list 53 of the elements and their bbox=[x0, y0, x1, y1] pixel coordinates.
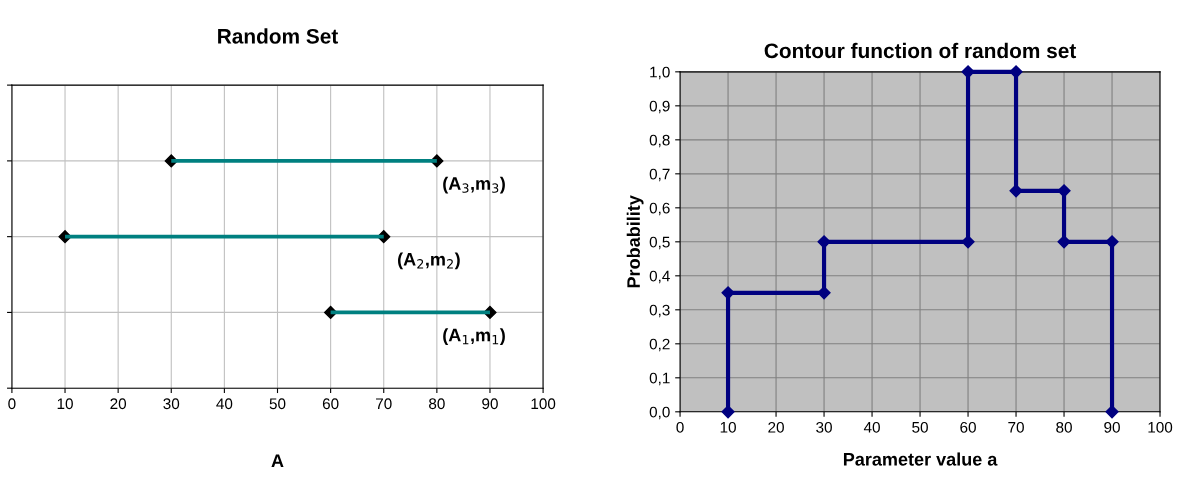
point bbox=[1057, 184, 1071, 198]
y-tick-label: 0,4 bbox=[649, 270, 670, 284]
x-tick-label: 60 bbox=[960, 421, 976, 433]
x-tick-label: 40 bbox=[863, 421, 880, 433]
point bbox=[1105, 235, 1119, 249]
x-tick-label: 20 bbox=[768, 421, 784, 433]
y-axis-title: Probability bbox=[626, 195, 644, 288]
point bbox=[1057, 235, 1071, 249]
x-tick-label: 10 bbox=[720, 421, 736, 433]
point bbox=[817, 286, 831, 300]
x-tick-label: 60 bbox=[322, 398, 339, 410]
x-axis-title: Parameter value a bbox=[843, 452, 998, 466]
y-tick-label: 0,6 bbox=[649, 202, 670, 216]
y-tick-label: 0,8 bbox=[649, 134, 670, 148]
point bbox=[961, 235, 975, 249]
x-tick-label: 70 bbox=[376, 398, 392, 410]
y-tick-label: 0,1 bbox=[649, 372, 670, 386]
x-tick-label: 30 bbox=[816, 421, 832, 433]
y-tick-label: 0,7 bbox=[649, 168, 670, 182]
x-tick-label: 20 bbox=[110, 398, 127, 410]
x-tick-label: 30 bbox=[163, 398, 180, 410]
x-tick-label: 70 bbox=[1008, 421, 1024, 433]
y-tick-label: 0,5 bbox=[649, 236, 670, 250]
x-tick-label: 80 bbox=[1056, 421, 1072, 433]
x-tick-label: 100 bbox=[531, 398, 556, 410]
point bbox=[1009, 65, 1023, 79]
y-tick-label: 0,3 bbox=[649, 304, 670, 318]
chart-title: Random Set bbox=[218, 28, 339, 44]
x-tick-label: 90 bbox=[1104, 421, 1120, 433]
point bbox=[961, 65, 975, 79]
annotation: (A$_{3}$,m$_{3}$) bbox=[443, 176, 505, 194]
y-tick-label: 0,2 bbox=[649, 338, 670, 352]
point bbox=[817, 235, 831, 249]
chart-title: Contour function of random set bbox=[764, 42, 1077, 59]
x-tick-label: 50 bbox=[912, 421, 928, 433]
x-tick-label: 0 bbox=[8, 398, 16, 410]
x-tick-label: 0 bbox=[676, 421, 684, 433]
point bbox=[1009, 184, 1023, 198]
x-tick-label: 80 bbox=[429, 398, 445, 410]
x-tick-label: 10 bbox=[57, 398, 73, 410]
point bbox=[1105, 405, 1119, 419]
annotation: (A$_{1}$,m$_{1}$) bbox=[443, 328, 505, 346]
annotation: (A$_{2}$,m$_{2}$) bbox=[398, 252, 460, 270]
y-tick-label: 0,0 bbox=[649, 406, 670, 420]
x-axis-title: A bbox=[271, 454, 284, 467]
y-tick-label: 1,0 bbox=[650, 66, 670, 80]
y-tick-label: 0,9 bbox=[649, 100, 670, 114]
point bbox=[721, 286, 735, 300]
x-tick-label: 90 bbox=[482, 398, 498, 410]
x-tick-label: 50 bbox=[269, 398, 286, 410]
point bbox=[721, 405, 735, 419]
x-tick-label: 40 bbox=[216, 398, 233, 410]
x-tick-label: 100 bbox=[1148, 421, 1173, 433]
